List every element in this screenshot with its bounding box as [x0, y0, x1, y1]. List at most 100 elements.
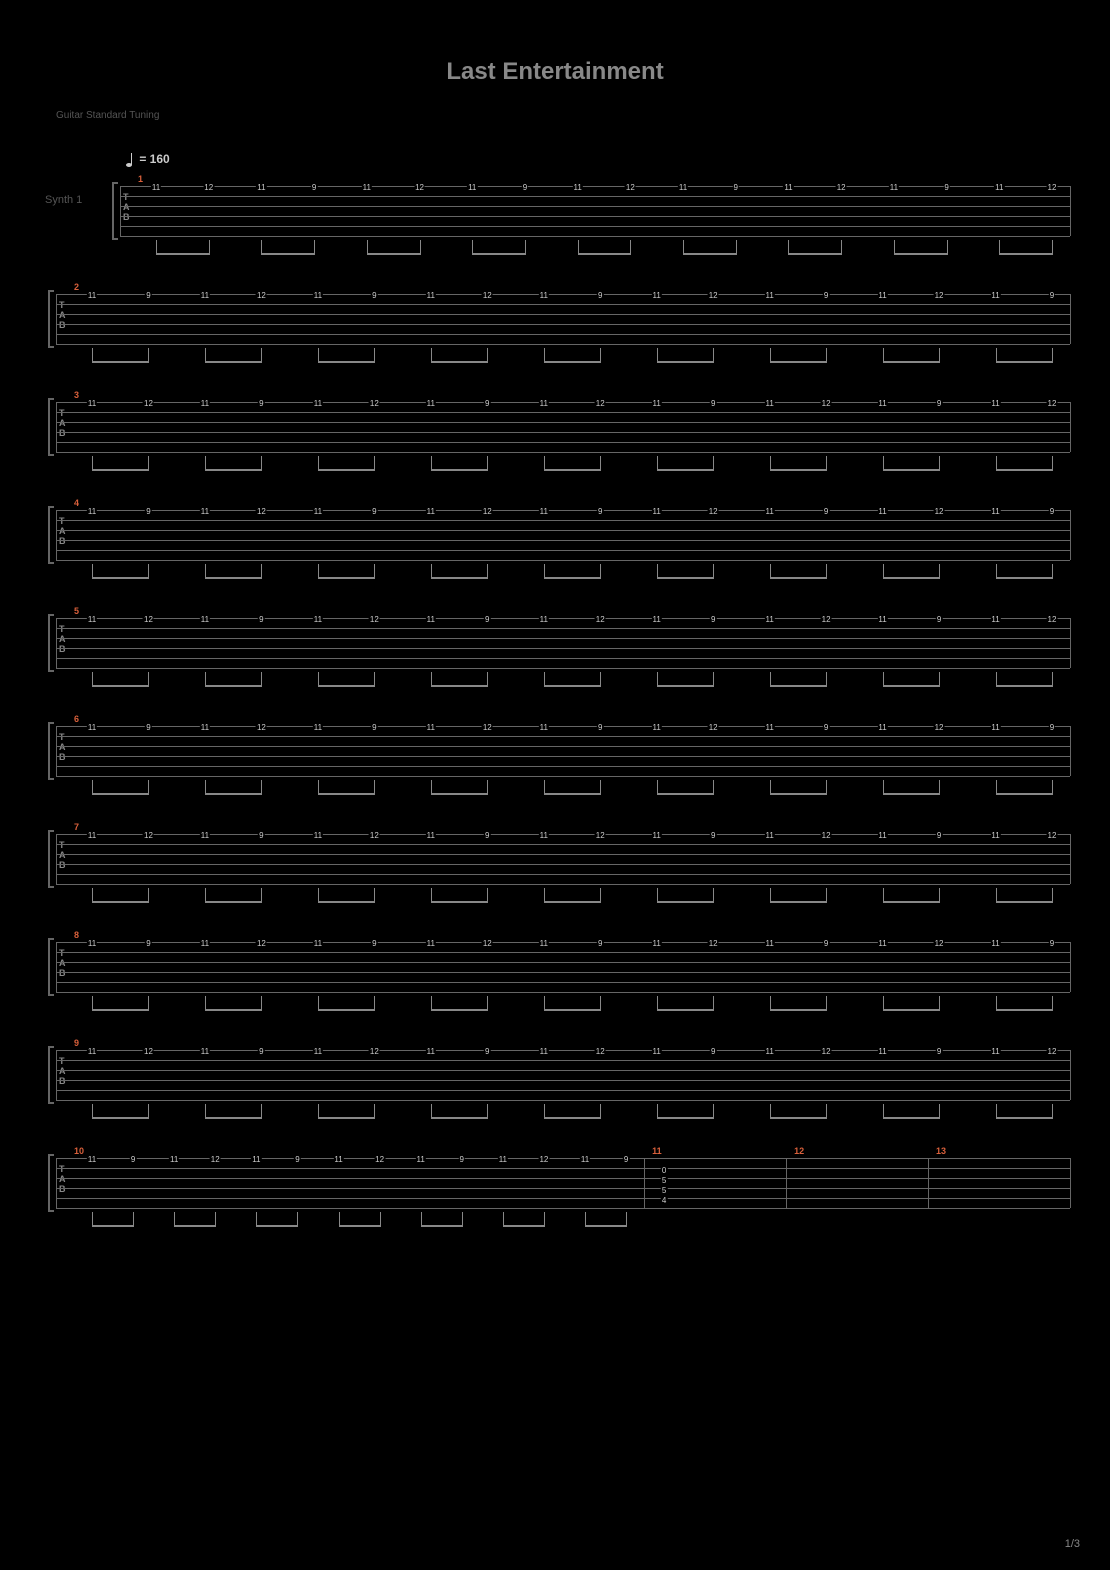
string-line: [56, 648, 1070, 649]
beam: [683, 253, 737, 255]
string-line: [56, 1100, 1070, 1101]
fret-number: 11: [426, 615, 436, 624]
page-title: Last Entertainment: [0, 0, 1110, 86]
beam: [318, 901, 375, 903]
string-line: [56, 530, 1070, 531]
beam: [431, 1117, 488, 1119]
note-stem: [683, 240, 684, 254]
fret-number: 11: [678, 183, 688, 192]
string-line: [56, 854, 1070, 855]
fret-number: 9: [597, 723, 603, 732]
fret-number: 11: [87, 831, 97, 840]
string-line: [56, 746, 1070, 747]
note-stem: [544, 888, 545, 902]
note-stem: [487, 348, 488, 362]
note-stem: [205, 456, 206, 470]
fret-number: 11: [426, 723, 436, 732]
fret-number: 11: [467, 183, 477, 192]
fret-number: 11: [877, 723, 887, 732]
string-line: [56, 432, 1070, 433]
note-stem: [487, 672, 488, 686]
notes-row: 11121191112119111211911121191112: [36, 1047, 1076, 1059]
fret-number: 12: [836, 183, 847, 192]
fret-number: 9: [710, 615, 716, 624]
note-stem: [380, 1212, 381, 1226]
string-line: [120, 206, 1070, 207]
fret-number: 11: [764, 939, 774, 948]
fret-number: 12: [595, 399, 606, 408]
string-line: [56, 560, 1070, 561]
beam: [996, 793, 1053, 795]
fret-number: 11: [652, 939, 662, 948]
note-stem: [1052, 780, 1053, 794]
beams: [36, 564, 1076, 584]
note-stem: [657, 888, 658, 902]
fret-number: 12: [143, 615, 154, 624]
fret-number: 12: [256, 507, 267, 516]
tab-system: TAB81191112119111211911121191112119: [36, 942, 1076, 992]
note-stem: [996, 564, 997, 578]
tab-system: TAB111121191112119111211911121191112: [36, 186, 1076, 236]
string-line: [56, 756, 1070, 757]
beam: [883, 685, 940, 687]
note-stem: [713, 672, 714, 686]
fret-number: 11: [990, 831, 1000, 840]
beams: [36, 348, 1076, 368]
fret-number: 11: [426, 939, 436, 948]
note-stem: [600, 348, 601, 362]
note-stem: [996, 888, 997, 902]
fret-number: 11: [151, 183, 161, 192]
fret-number: 11: [990, 615, 1000, 624]
note-stem: [883, 672, 884, 686]
fret-number: 11: [200, 723, 210, 732]
fret-number: 11: [990, 939, 1000, 948]
note-stem: [1052, 240, 1053, 254]
fret-number: 12: [708, 507, 719, 516]
note-stem: [487, 564, 488, 578]
note-stem: [883, 888, 884, 902]
string-line: [56, 442, 1070, 443]
string-line: [120, 226, 1070, 227]
note-stem: [156, 240, 157, 254]
beams: [36, 1104, 1076, 1124]
fret-number: 9: [1049, 939, 1055, 948]
fret-number: 9: [145, 723, 151, 732]
tab-system: TAB61191112119111211911121191112119: [36, 726, 1076, 776]
beam: [657, 1009, 714, 1011]
fret-number: 11: [572, 183, 582, 192]
string-line: [56, 1208, 1070, 1209]
beam: [92, 469, 149, 471]
tab-system: TAB911121191112119111211911121191112: [36, 1050, 1076, 1100]
beam: [657, 685, 714, 687]
fret-number: 11: [994, 183, 1004, 192]
note-stem: [92, 456, 93, 470]
note-stem: [367, 240, 368, 254]
measure-number: 13: [936, 1146, 946, 1156]
fret-number: 12: [374, 1155, 385, 1164]
fret-number: 11: [416, 1155, 426, 1164]
note-stem: [374, 564, 375, 578]
fret-number: 9: [371, 939, 377, 948]
fret-number: 11: [498, 1155, 508, 1164]
fret-number: 12: [482, 723, 493, 732]
beam: [883, 1117, 940, 1119]
fret-number: 12: [143, 831, 154, 840]
fret-number: 12: [256, 723, 267, 732]
string-line: [56, 658, 1070, 659]
beam: [770, 1009, 827, 1011]
note-stem: [939, 780, 940, 794]
string-line: [56, 952, 1070, 953]
string-line: [56, 1198, 1070, 1199]
fret-number: 11: [87, 1155, 97, 1164]
string-line: [56, 992, 1070, 993]
string-line: [120, 216, 1070, 217]
fret-number: 12: [1047, 183, 1058, 192]
note-stem: [297, 1212, 298, 1226]
note-stem: [487, 888, 488, 902]
note-stem: [770, 888, 771, 902]
note-stem: [883, 456, 884, 470]
fret-number: 11: [539, 723, 549, 732]
note-stem: [939, 348, 940, 362]
beam: [883, 1009, 940, 1011]
tab-system: TAB311121191112119111211911121191112: [36, 402, 1076, 452]
